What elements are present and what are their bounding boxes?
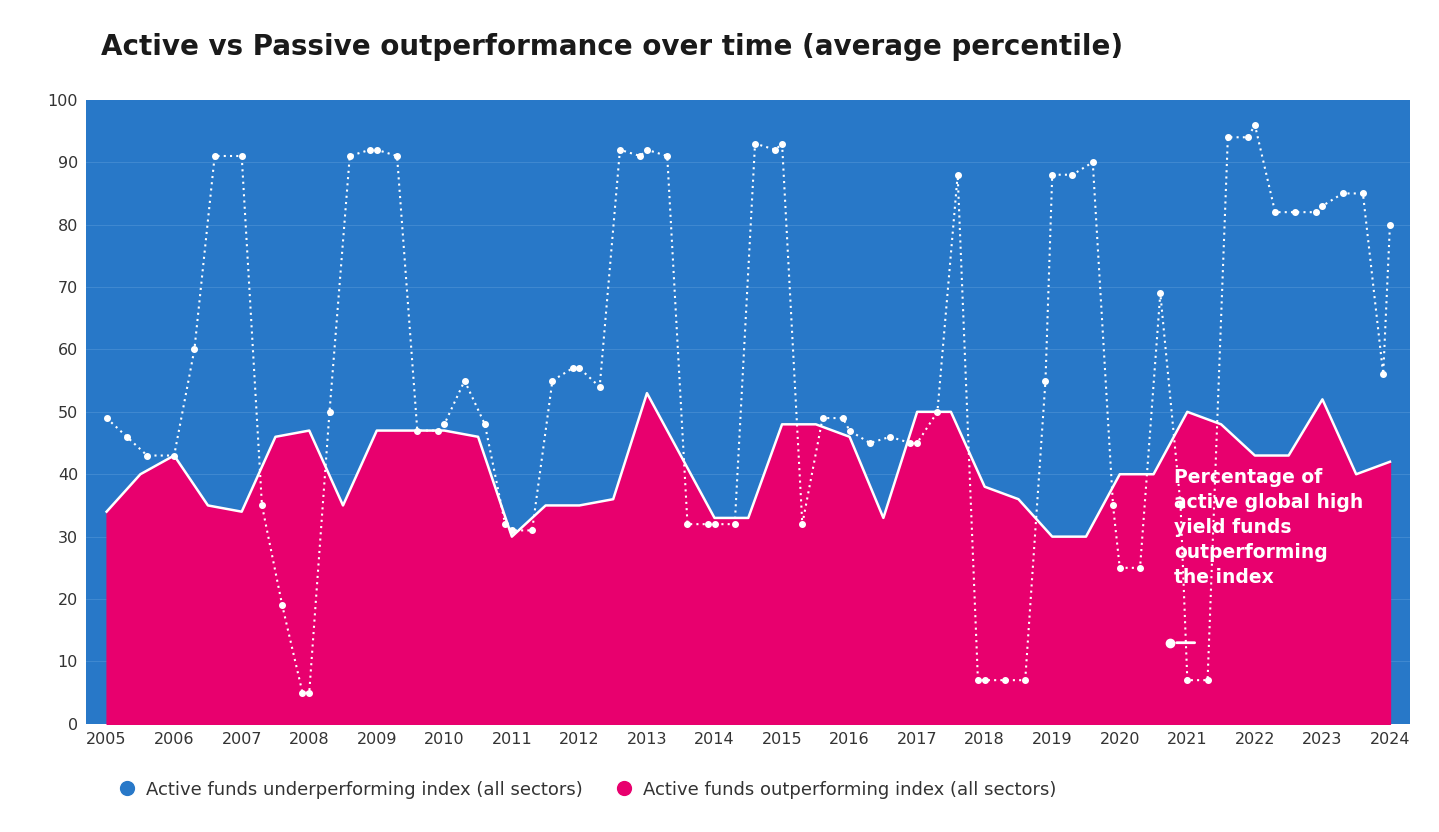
Text: Active vs Passive outperformance over time (average percentile): Active vs Passive outperformance over ti…	[101, 33, 1122, 62]
Legend: Active funds underperforming index (all sectors), Active funds outperforming ind: Active funds underperforming index (all …	[122, 780, 1056, 799]
Text: Percentage of
active global high
yield funds
outperforming
the index: Percentage of active global high yield f…	[1174, 468, 1363, 587]
